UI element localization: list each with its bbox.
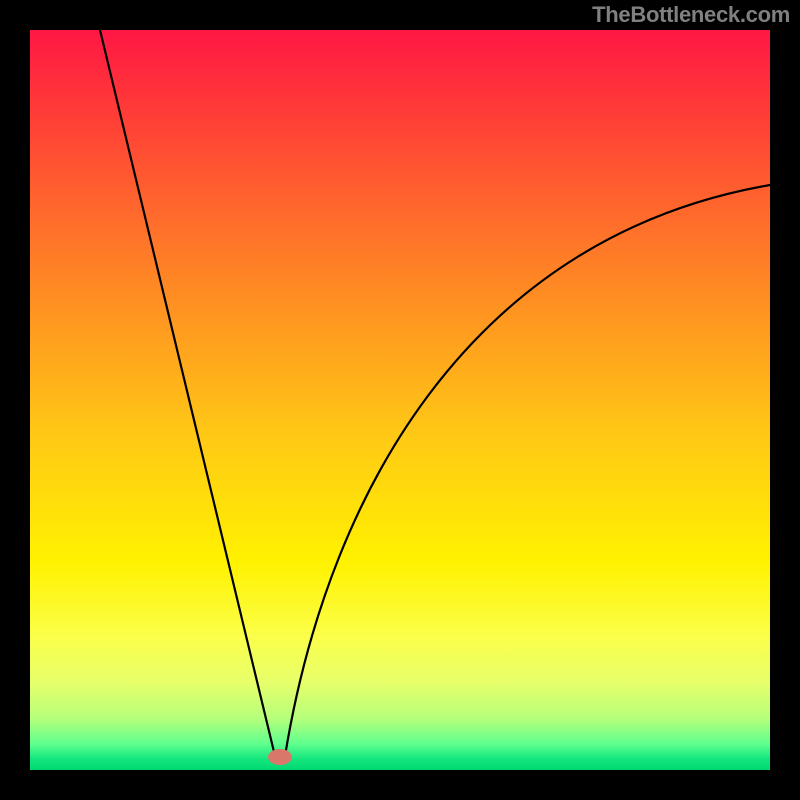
minimum-marker [268,749,292,765]
watermark-text: TheBottleneck.com [592,2,790,28]
plot-area [30,30,770,770]
curve-overlay [30,30,770,770]
chart-container: TheBottleneck.com [0,0,800,800]
